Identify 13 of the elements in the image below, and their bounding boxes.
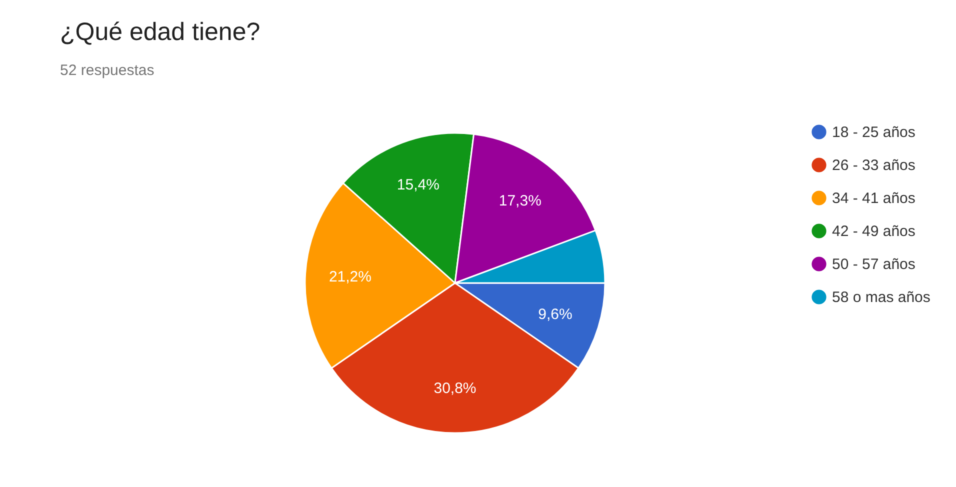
legend-label: 18 - 25 años	[832, 124, 916, 141]
legend-label: 34 - 41 años	[832, 190, 916, 207]
text: 52 respuestas	[60, 62, 154, 79]
data-label: 21,2%	[328, 268, 372, 286]
legend-label: 26 - 33 años	[832, 157, 916, 174]
chart-title: ¿Qué edad tiene?	[60, 18, 260, 46]
legend-label: 50 - 57 años	[832, 256, 916, 273]
data-label: 30,8%	[434, 380, 476, 397]
data-label: 17,3%	[498, 192, 542, 210]
legend-label: 42 - 49 años	[832, 223, 916, 240]
legend-label: 58 o mas años	[832, 289, 930, 306]
data-label: 9,6%	[538, 306, 572, 324]
data-label: 15,4%	[396, 176, 440, 194]
